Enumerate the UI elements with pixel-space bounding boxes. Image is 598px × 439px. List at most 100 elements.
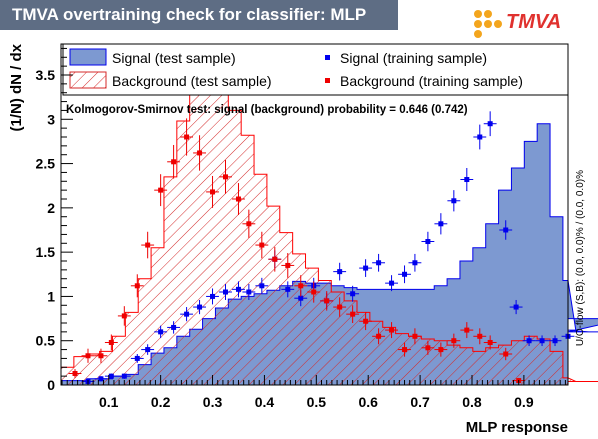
x-tick-label: 0.9	[514, 394, 534, 410]
signal-train-point	[483, 111, 497, 137]
tmva-logo: TMVA	[470, 6, 590, 40]
signal-train-point	[117, 373, 131, 379]
ks-test-text: Kolmogorov-Smirnov test: signal (backgro…	[66, 104, 468, 116]
background-train-point	[281, 253, 295, 278]
background-train-point	[242, 209, 256, 238]
background-train-point	[180, 118, 194, 156]
signal-train-point	[447, 190, 461, 212]
x-tick-label: 0.4	[255, 394, 275, 410]
legend-bkg-train-label: Background (training sample)	[340, 73, 523, 89]
x-axis: 0.1 0.2 0.3 0.4 0.5 0.6 0.7 0.8 0.9	[61, 375, 566, 410]
background-train-point	[307, 281, 321, 303]
background-train-point	[141, 231, 155, 259]
title-box: TMVA overtraining check for classifier: …	[0, 0, 398, 30]
x-tick-label: 0.1	[99, 394, 119, 410]
x-tick-label: 0.8	[462, 394, 482, 410]
y-tick-label: 1	[47, 288, 55, 304]
signal-train-point	[434, 213, 448, 235]
y-tick-label: 0	[47, 377, 55, 393]
signal-train-point	[141, 344, 155, 355]
background-train-point	[421, 340, 435, 355]
background-train-point	[408, 328, 422, 345]
background-train-point	[333, 297, 347, 317]
signal-train-point	[154, 325, 168, 339]
background-train-point	[206, 175, 219, 208]
legend-bkg-test-label: Background (test sample)	[112, 73, 272, 89]
x-axis-label: MLP response	[466, 419, 568, 436]
legend-bkg-train-marker	[325, 78, 330, 83]
legend: Signal (test sample) Background (test sa…	[62, 43, 569, 96]
background-train-point	[294, 275, 308, 297]
background-train-point	[398, 342, 411, 357]
signal-train-point	[408, 253, 422, 272]
background-train-point	[320, 291, 334, 311]
legend-box	[62, 43, 569, 96]
signal-train-point	[473, 124, 487, 150]
signal-train-point	[499, 220, 513, 240]
signal-train-point	[460, 168, 474, 192]
signal-train-point	[359, 259, 373, 277]
signal-train-point	[398, 265, 411, 284]
background-train-point	[117, 306, 131, 326]
signal-train-point	[333, 262, 347, 281]
tmva-logo-text: TMVA	[506, 11, 562, 33]
y-tick-label: 2	[47, 200, 55, 216]
background-train-point	[130, 274, 144, 298]
background-train-point	[255, 231, 269, 259]
x-tick-label: 0.2	[151, 394, 171, 410]
background-train-point	[167, 144, 181, 179]
signal-train-point	[167, 321, 181, 334]
y-axis-label: (1/N) dN / dx	[8, 43, 25, 131]
background-train-point	[483, 335, 497, 350]
y-tick-label: 1.5	[36, 244, 56, 260]
y-tick-label: 2.5	[36, 156, 56, 172]
signal-train-point	[421, 231, 435, 252]
legend-sig-train-marker	[325, 55, 330, 60]
signal-train-point	[281, 281, 295, 298]
signal-train-point	[385, 275, 398, 292]
background-train-point	[499, 347, 513, 361]
signal-train-point	[219, 284, 232, 300]
background-train-point	[359, 312, 373, 331]
signal-train-point	[94, 376, 108, 382]
background-train-point	[154, 174, 168, 207]
signal-train-point	[193, 299, 206, 315]
background-train-point	[460, 322, 474, 339]
y-axis: 0 0.5 1 1.5 2 2.5 3 3.5	[36, 47, 73, 393]
signal-train-point	[548, 335, 562, 347]
signal-train-point	[242, 284, 256, 300]
legend-sig-train-label: Signal (training sample)	[340, 50, 487, 66]
y-tick-label: 3	[47, 111, 55, 127]
signal-train-point	[232, 281, 245, 298]
background-train-point	[346, 305, 360, 323]
legend-sig-test-label: Signal (test sample)	[112, 50, 236, 66]
background-train-point	[372, 328, 386, 345]
background-train-point	[447, 333, 461, 348]
background-train-point	[473, 328, 487, 345]
background-train-point	[434, 342, 448, 357]
x-tick-label: 0.7	[410, 394, 430, 410]
chart-title: TMVA overtraining check for classifier: …	[12, 5, 367, 24]
y-tick-label: 0.5	[36, 333, 56, 349]
legend-sig-test-swatch	[69, 48, 107, 66]
signal-train-point	[522, 335, 536, 347]
background-train-point	[219, 160, 232, 194]
uo-flow-label: U/O-flow (S,B): (0.0, 0.0)% / (0.0, 0.0)…	[575, 170, 586, 346]
background-train-point	[193, 135, 206, 171]
x-tick-label: 0.3	[203, 394, 223, 410]
x-tick-label: 0.5	[307, 394, 327, 410]
background-train-point	[94, 348, 108, 363]
signal-train-point	[346, 285, 360, 302]
signal-train-point	[206, 288, 219, 305]
signal-train-point	[535, 335, 549, 347]
background-train-point	[232, 183, 245, 215]
signal-train-point	[104, 373, 118, 379]
background-train-point	[385, 322, 398, 339]
legend-bkg-test-swatch	[69, 71, 107, 89]
signal-train-point	[255, 277, 269, 294]
signal-train-point	[180, 307, 194, 322]
y-tick-label: 3.5	[36, 67, 56, 83]
background-train-point	[104, 334, 118, 351]
background-train-point	[68, 369, 82, 378]
